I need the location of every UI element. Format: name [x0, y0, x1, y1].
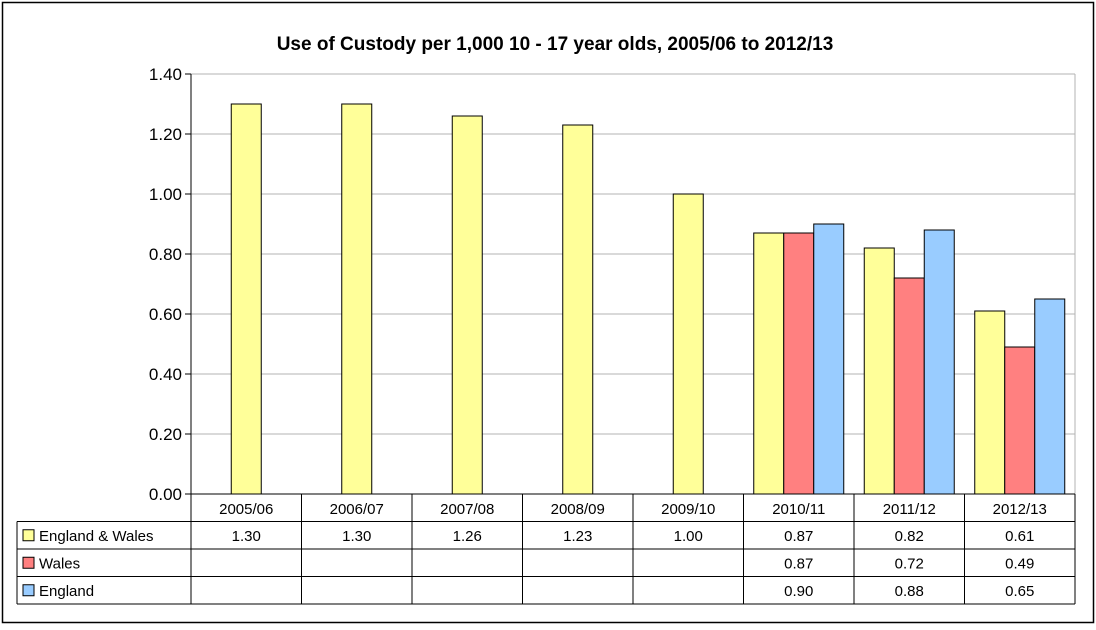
legend-label: England & Wales — [39, 528, 154, 545]
data-table: 2005/06 2006/07 2007/08 2008/09 2009/10 2010/… — [16, 493, 1076, 605]
data-label: 0.49 — [1005, 555, 1034, 572]
data-label: 0.61 — [1005, 528, 1034, 545]
bar-wales-2011-12 — [893, 277, 925, 495]
data-label: 0.65 — [1005, 583, 1034, 600]
bar-england-2010-11 — [813, 223, 845, 495]
bar-england-2011-12 — [923, 229, 955, 495]
y-tick-label: 1.40 — [149, 65, 182, 84]
data-label: 1.00 — [674, 528, 703, 545]
x-tick-label: 2010/11 — [772, 501, 825, 518]
bar-england-wales-2010-11 — [753, 232, 785, 495]
bars — [230, 103, 1066, 495]
data-label: 0.88 — [895, 583, 924, 600]
data-label: 0.72 — [895, 555, 924, 572]
bar-england-2012-13 — [1034, 298, 1066, 495]
legend-label: England — [39, 583, 94, 600]
bar-wales-2010-11 — [783, 232, 815, 495]
y-axis: 0.00 0.20 0.40 0.60 0.80 1.00 1.20 1.40 — [149, 65, 192, 504]
x-tick-label: 2008/09 — [551, 501, 605, 518]
y-tick-label: 0.00 — [149, 485, 182, 504]
data-label: 0.90 — [784, 583, 813, 600]
data-label: 0.87 — [784, 555, 813, 572]
bar-england-wales-2007-08 — [451, 115, 483, 495]
y-tick-label: 0.60 — [149, 305, 182, 324]
bar-england-wales-2012-13 — [974, 310, 1006, 495]
x-tick-label: 2012/13 — [993, 501, 1047, 518]
x-tick-label: 2006/07 — [330, 501, 384, 518]
bar-england-wales-2008-09 — [562, 124, 594, 495]
data-label: 1.23 — [563, 528, 592, 545]
x-tick-label: 2009/10 — [661, 501, 715, 518]
y-tick-label: 1.00 — [149, 185, 182, 204]
data-label: 1.30 — [232, 528, 261, 545]
y-tick-label: 0.20 — [149, 425, 182, 444]
data-label: 1.30 — [342, 528, 371, 545]
bar-england-wales-2005-06 — [230, 103, 262, 495]
chart-title: Use of Custody per 1,000 10 - 17 year ol… — [277, 34, 834, 55]
data-label: 0.82 — [895, 528, 924, 545]
x-tick-label: 2005/06 — [219, 501, 273, 518]
y-tick-label: 0.80 — [149, 245, 182, 264]
legend-label: Wales — [39, 555, 80, 572]
y-tick-label: 0.40 — [149, 365, 182, 384]
bar-england-wales-2011-12 — [863, 247, 895, 495]
x-tick-label: 2007/08 — [440, 501, 494, 518]
x-tick-label: 2011/12 — [883, 501, 936, 518]
legend-swatch — [22, 556, 35, 569]
legend-swatch — [22, 584, 35, 597]
bar-england-wales-2009-10 — [672, 193, 704, 495]
bar-england-wales-2006-07 — [341, 103, 373, 495]
data-label: 1.26 — [453, 528, 482, 545]
data-label: 0.87 — [784, 528, 813, 545]
bar-wales-2012-13 — [1004, 346, 1036, 495]
legend-swatch — [22, 529, 35, 542]
y-tick-label: 1.20 — [149, 125, 182, 144]
